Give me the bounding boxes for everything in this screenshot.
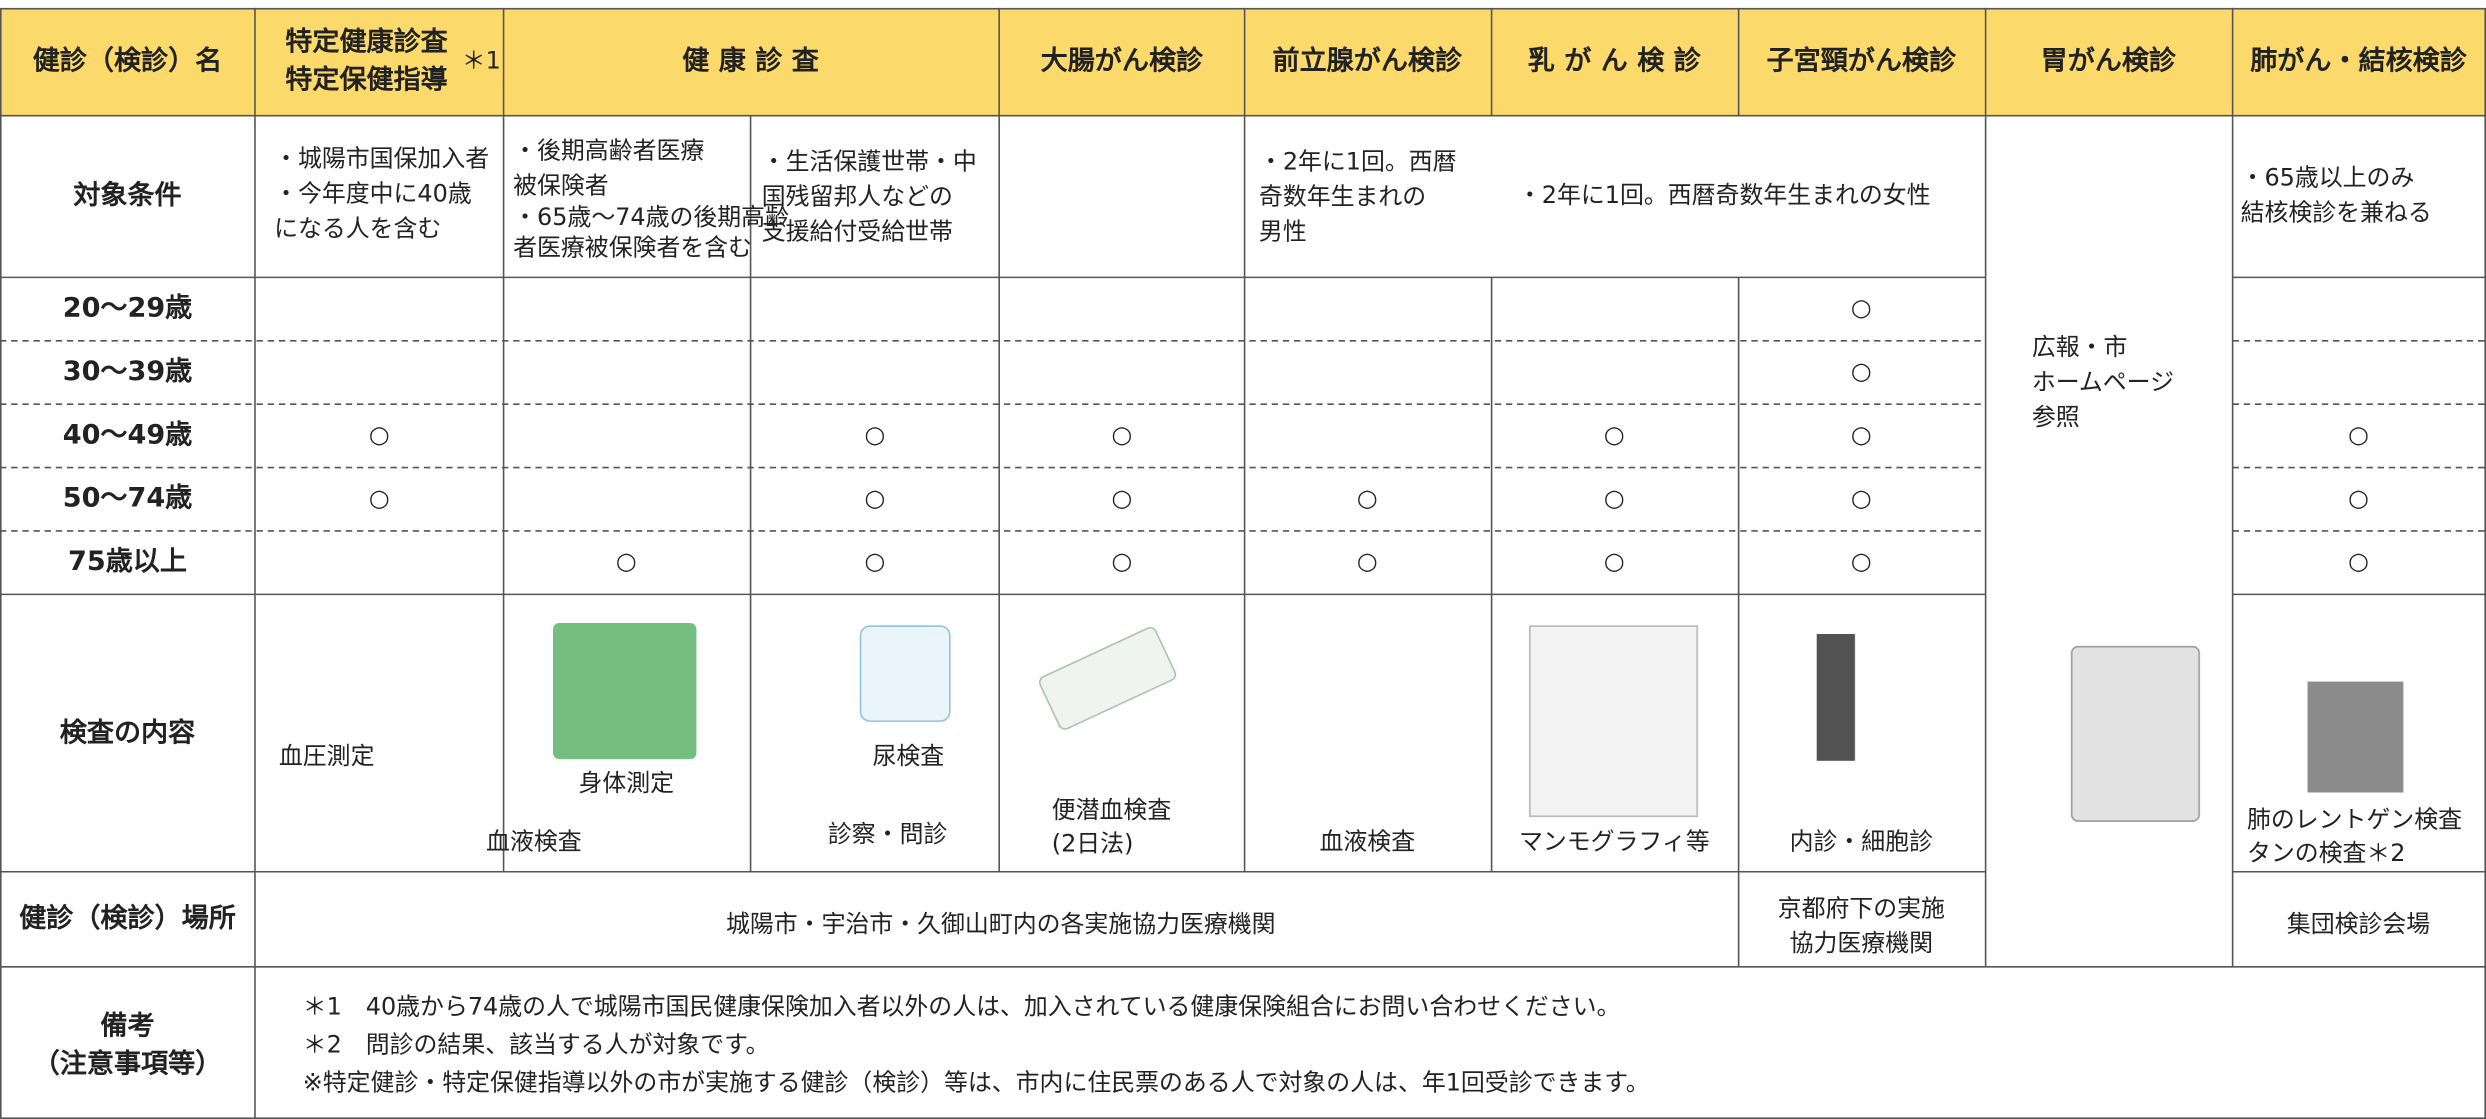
row-label: 対象条件: [73, 179, 181, 211]
content-item: 身体測定: [578, 769, 674, 797]
eligible-mark: ○: [1357, 547, 1378, 575]
notes-label: （注意事項等）: [33, 1048, 223, 1080]
condition-text: 奇数年生まれの: [1259, 183, 1426, 211]
content-item: 尿検査: [873, 742, 945, 770]
stomach-note: ホームページ: [2032, 368, 2174, 396]
condition-text: ・生活保護世帯・中: [762, 148, 977, 176]
eligible-mark: ○: [1851, 420, 1872, 448]
eligible-mark: ○: [1851, 294, 1872, 322]
header-cell: 前立腺がん検診: [1273, 44, 1464, 76]
illustrations: [552, 622, 2404, 822]
eligible-mark: ○: [1604, 547, 1625, 575]
eligible-mark: ○: [616, 547, 637, 575]
condition-text: 結核検診を兼ねる: [2241, 199, 2432, 227]
content-item: 血液検査: [1320, 828, 1416, 856]
eligible-mark: ○: [2348, 547, 2369, 575]
place-cell: 協力医療機関: [1790, 929, 1933, 957]
eligible-mark: ○: [369, 420, 390, 448]
eligible-mark: ○: [2348, 420, 2369, 448]
eligible-mark: ○: [1111, 420, 1132, 448]
eligible-mark: ○: [1357, 484, 1378, 512]
condition-text: ・2年に1回。西暦奇数年生まれの女性: [1518, 181, 1931, 209]
header-bg: [0, 7, 2486, 116]
condition-text: ・後期高齢者医療: [513, 137, 704, 165]
header-cell: 胃がん検診: [2041, 44, 2177, 76]
note-line: ＊1 40歳から74歳の人で城陽市国民健康保険加入者以外の人は、加入されている健…: [303, 993, 1621, 1021]
eligible-mark: ○: [369, 484, 390, 512]
header-cell: 特定健康診査: [285, 25, 447, 57]
condition-text: 男性: [1259, 218, 1307, 246]
content-item: マンモグラフィ等: [1519, 828, 1710, 856]
eligible-mark: ○: [864, 420, 885, 448]
eligible-mark: ○: [1851, 547, 1872, 575]
header-label: 健診（検診）名: [33, 44, 223, 76]
content-item: (2日法): [1052, 829, 1134, 857]
grid: [0, 7, 2486, 1119]
note-line: ＊2 問診の結果、該当する人が対象です。: [303, 1031, 770, 1059]
eligible-mark: ○: [1604, 420, 1625, 448]
condition-text: ・今年度中に40歳: [274, 179, 472, 207]
eligible-mark: ○: [1604, 484, 1625, 512]
place-cell: 集団検診会場: [2287, 910, 2430, 938]
condition-text: になる人を含む: [274, 214, 441, 242]
header-cell: 子宮頸がん検診: [1767, 44, 1958, 76]
header-note: ＊1: [462, 46, 501, 74]
header-cell: 特定保健指導: [285, 63, 447, 95]
header-cell: 乳 が ん 検 診: [1528, 44, 1702, 76]
age-label: 30～39歳: [63, 356, 193, 387]
header-cell: 肺がん・結核検診: [2250, 44, 2468, 76]
condition-text: 被保険者: [513, 172, 609, 200]
condition-text: ・65歳以上のみ: [2241, 164, 2415, 192]
row-label: 検査の内容: [60, 716, 195, 748]
age-label: 50～74歳: [63, 483, 193, 514]
condition-small: 者医療被保険者を含む: [513, 233, 752, 261]
eligible-mark: ○: [1851, 484, 1872, 512]
condition-text: 支援給付受給世帯: [762, 218, 953, 246]
content-item: 血液検査: [486, 828, 582, 856]
content-item: 診察・問診: [828, 820, 948, 848]
condition-text: 国残留邦人などの: [762, 183, 953, 211]
eligible-mark: ○: [1851, 357, 1872, 385]
row-label: 健診（検診）場所: [19, 902, 236, 934]
stomach-note: 参照: [2032, 403, 2080, 431]
condition-text: ・2年に1回。西暦: [1259, 148, 1457, 176]
content-item: 便潜血検査: [1052, 796, 1171, 824]
eligible-mark: ○: [2348, 484, 2369, 512]
age-label: 75歳以上: [68, 546, 187, 577]
content-item: 血圧測定: [279, 742, 375, 770]
place-cell: 京都府下の実施: [1778, 894, 1945, 922]
condition-text: ・城陽市国保加入者: [274, 145, 489, 173]
content-item: タンの検査＊2: [2247, 839, 2406, 867]
place-cell: 城陽市・宇治市・久御山町内の各実施協力医療機関: [726, 910, 1276, 938]
age-label: 40～49歳: [63, 419, 193, 450]
stomach-note: 広報・市: [2032, 333, 2128, 361]
eligible-mark: ○: [864, 547, 885, 575]
eligible-mark: ○: [1111, 484, 1132, 512]
content-item: 内診・細胞診: [1790, 828, 1934, 856]
header-cell: 大腸がん検診: [1041, 44, 1204, 76]
content-item: 肺のレントゲン検査: [2247, 806, 2462, 834]
header-cell: 健 康 診 査: [682, 44, 819, 76]
note-line: ※特定健診・特定保健指導以外の市が実施する健診（検診）等は、市内に住民票のある人…: [303, 1069, 1650, 1097]
notes-label: 備考: [100, 1010, 154, 1042]
eligible-mark: ○: [864, 484, 885, 512]
eligible-mark: ○: [1111, 547, 1132, 575]
age-label: 20～29歳: [63, 293, 193, 324]
condition-small: ・65歳～74歳の後期高齢: [513, 203, 789, 231]
